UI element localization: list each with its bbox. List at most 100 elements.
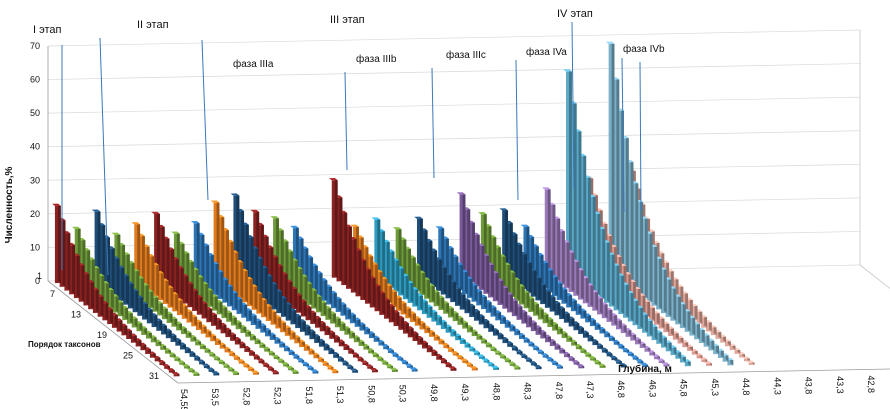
bar (532, 364, 542, 370)
bar (369, 368, 378, 373)
bar (71, 253, 80, 299)
bar (703, 320, 712, 332)
y-tick-label: 20 (30, 209, 40, 219)
bar (501, 319, 511, 328)
bar (596, 226, 606, 300)
stage-boundary-line (571, 21, 575, 191)
bar (492, 350, 502, 355)
bar (556, 228, 565, 285)
bar (95, 273, 105, 302)
bar (620, 282, 629, 318)
bar (523, 357, 533, 362)
bar (205, 252, 214, 292)
bar (582, 175, 591, 288)
bar (240, 362, 250, 368)
stage-label-i: I этап (33, 24, 62, 36)
bar (615, 108, 624, 280)
bar (624, 159, 634, 288)
y-gridline (47, 63, 861, 80)
bar (335, 356, 344, 362)
bar (662, 277, 672, 317)
bar (409, 287, 419, 307)
bar (459, 269, 468, 295)
bar (573, 343, 582, 350)
taxon-tick-label: 7 (50, 289, 55, 299)
bar (610, 77, 620, 276)
bar (140, 244, 150, 290)
bar (617, 323, 627, 334)
depth-tick-label: 50,3 (398, 385, 408, 403)
bar (584, 283, 594, 308)
depth-tick-label: 53,5 (210, 388, 220, 406)
depth-tick-label: 46,3 (647, 380, 657, 398)
bar (347, 312, 356, 324)
bar (634, 359, 644, 364)
bar (459, 358, 469, 364)
bar (96, 223, 106, 287)
depth-tick-label: 54,55 (179, 389, 189, 409)
bar (506, 361, 516, 366)
y-gridline (47, 163, 861, 181)
bar (693, 309, 703, 325)
bar (209, 261, 219, 296)
bar (144, 289, 154, 309)
depth-tick-label: 48,3 (523, 382, 533, 400)
bar (198, 301, 208, 319)
bar (596, 363, 606, 368)
bar (338, 210, 348, 286)
bar (110, 256, 120, 298)
bar (437, 265, 447, 295)
bar (442, 324, 452, 333)
bar (137, 342, 147, 351)
bar (343, 224, 352, 289)
bar (639, 312, 648, 333)
bar (211, 355, 221, 361)
bar (109, 312, 118, 328)
bar (535, 349, 544, 354)
bar (220, 228, 229, 288)
bar (214, 269, 224, 300)
bar (525, 341, 535, 347)
bar (567, 101, 577, 277)
bar (245, 366, 255, 372)
bar (480, 253, 490, 294)
bar (220, 363, 230, 368)
bar (399, 359, 409, 365)
bar (499, 285, 509, 309)
bar (278, 272, 288, 302)
bar (400, 273, 409, 300)
bar (629, 355, 639, 360)
bar (544, 356, 554, 362)
bar (601, 240, 610, 303)
depth-tick-label: 49,3 (460, 383, 470, 401)
stage-boundary-line (99, 37, 109, 276)
depth-tick-label: 50,8 (366, 385, 376, 403)
bar (551, 216, 561, 281)
phase-label-iiib: фаза IIIb (356, 53, 397, 65)
y-gridline (47, 197, 861, 215)
bar (475, 243, 485, 291)
bar (520, 290, 530, 309)
bar (527, 268, 537, 297)
bar (454, 262, 464, 291)
bar (613, 359, 623, 364)
bar (414, 216, 423, 277)
bar (658, 267, 667, 314)
taxon-tick-label: 19 (97, 330, 107, 340)
y-tick-label: 0 (35, 276, 40, 286)
bar (258, 297, 267, 318)
depth-tick-label: 44,3 (772, 377, 782, 395)
bar (404, 363, 413, 368)
bar (610, 263, 620, 311)
stage-boundary-line (201, 39, 209, 201)
bar (361, 326, 371, 335)
bar (269, 370, 279, 375)
bar (454, 354, 464, 360)
bar (639, 362, 649, 368)
bar (61, 231, 71, 291)
bar (184, 281, 194, 308)
bar (497, 354, 507, 359)
depth-axis-tick-labels: 54,55 53,5 52,8 52,3 51,8 51,3 50,8 50,3 49,8 49,… (179, 375, 876, 409)
bar (158, 323, 167, 335)
depth-tick-label: 44,8 (741, 378, 751, 396)
